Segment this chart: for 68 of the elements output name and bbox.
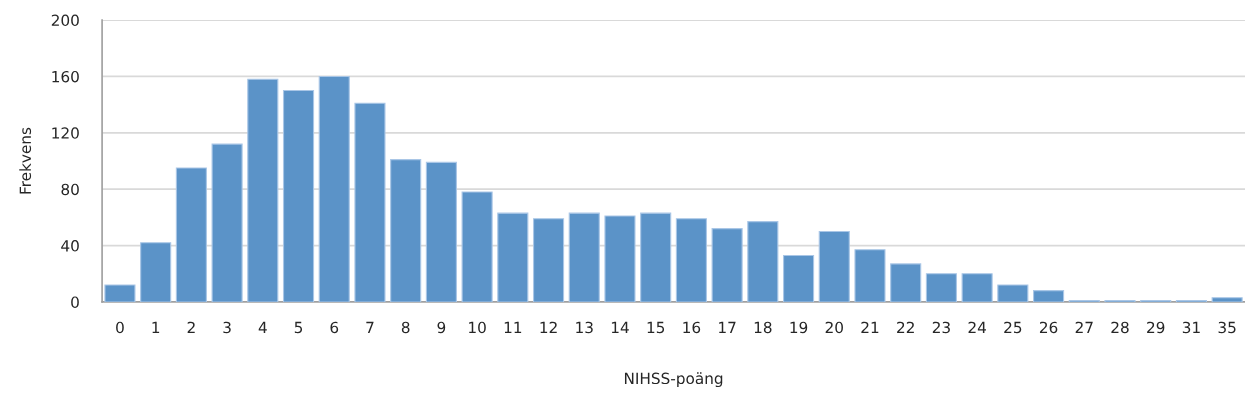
bar bbox=[925, 273, 957, 302]
bar bbox=[640, 212, 672, 302]
x-tick-label: 6 bbox=[330, 321, 339, 334]
bar bbox=[675, 218, 707, 302]
y-tick-label: 200 bbox=[51, 14, 79, 27]
x-tick-label: 29 bbox=[1147, 321, 1165, 334]
bar bbox=[1033, 290, 1065, 302]
bar bbox=[532, 218, 565, 302]
x-tick-label: 17 bbox=[719, 321, 736, 334]
x-tick-label: 2 bbox=[187, 321, 195, 334]
x-tick-label: 9 bbox=[437, 321, 446, 334]
bar bbox=[282, 89, 315, 302]
y-tick-label: 0 bbox=[71, 296, 79, 308]
x-tick-label: 16 bbox=[683, 321, 701, 334]
bar bbox=[318, 75, 350, 302]
x-tick-label: 24 bbox=[968, 321, 986, 334]
bar bbox=[818, 230, 850, 302]
x-tick-label: 26 bbox=[1039, 321, 1058, 334]
x-tick-label: 1 bbox=[152, 321, 160, 334]
bar bbox=[390, 159, 422, 302]
x-tick-label: 5 bbox=[294, 321, 303, 334]
bar bbox=[997, 284, 1029, 302]
x-tick-label: 11 bbox=[504, 321, 522, 334]
bar bbox=[497, 212, 529, 302]
bar bbox=[175, 167, 207, 302]
x-tick-label: 21 bbox=[861, 321, 879, 334]
x-tick-label: 35 bbox=[1218, 321, 1236, 334]
x-tick-label: 31 bbox=[1182, 321, 1200, 334]
bar bbox=[782, 254, 815, 302]
x-tick-label: 4 bbox=[258, 321, 267, 334]
x-tick-label: 20 bbox=[825, 321, 843, 334]
y-axis-title: Frekvens bbox=[19, 127, 32, 194]
bar bbox=[854, 249, 886, 302]
y-tick-label: 120 bbox=[52, 127, 79, 139]
x-tick-label: 28 bbox=[1111, 321, 1129, 334]
x-tick-label: 23 bbox=[932, 321, 950, 334]
bar bbox=[425, 161, 457, 302]
x-tick-label: 22 bbox=[897, 321, 914, 334]
bar bbox=[461, 191, 493, 302]
x-tick-label: 7 bbox=[366, 321, 374, 334]
bar bbox=[568, 212, 600, 302]
x-tick-label: 27 bbox=[1075, 321, 1093, 334]
bar bbox=[711, 228, 743, 302]
x-tick-label: 19 bbox=[790, 321, 808, 334]
x-axis-title: NIHSS-poäng bbox=[624, 372, 723, 388]
x-tick-label: 18 bbox=[754, 321, 772, 334]
x-tick-label: 8 bbox=[401, 321, 410, 334]
bar bbox=[890, 263, 922, 302]
bar bbox=[1211, 297, 1243, 302]
x-tick-label: 14 bbox=[611, 321, 629, 334]
x-tick-label: 25 bbox=[1004, 321, 1022, 334]
bar bbox=[247, 78, 279, 302]
bar bbox=[211, 143, 243, 302]
bar bbox=[104, 284, 136, 302]
bar bbox=[604, 215, 636, 302]
x-tick-label: 10 bbox=[469, 321, 486, 334]
bar bbox=[961, 273, 993, 302]
bar bbox=[747, 221, 779, 302]
bar bbox=[140, 242, 172, 302]
x-tick-label: 15 bbox=[647, 321, 665, 334]
x-tick-label: 3 bbox=[223, 321, 231, 334]
y-tick-label: 160 bbox=[52, 70, 79, 83]
x-tick-label: 12 bbox=[540, 321, 557, 334]
y-tick-label: 80 bbox=[61, 183, 79, 196]
x-tick-label: 13 bbox=[576, 321, 593, 334]
bar bbox=[354, 102, 386, 302]
y-tick-label: 40 bbox=[61, 240, 79, 252]
x-tick-label: 0 bbox=[116, 321, 124, 334]
